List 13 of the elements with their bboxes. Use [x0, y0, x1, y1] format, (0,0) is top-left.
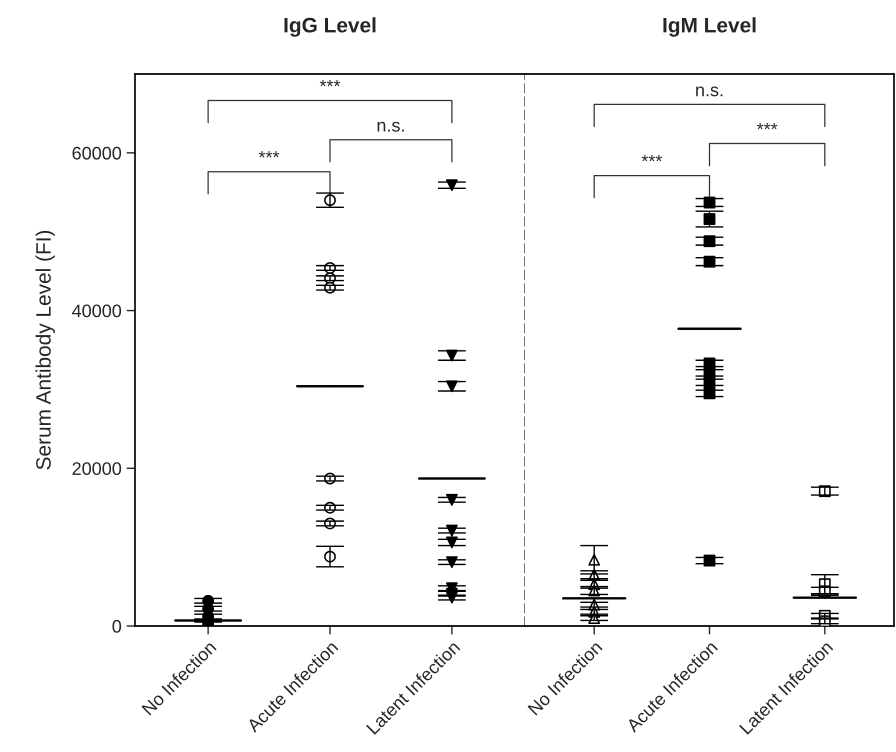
annotation: n.s.	[696, 86, 722, 96]
annotation: n.s.	[378, 122, 404, 132]
annotation: ***	[258, 151, 280, 158]
y-axis-title: Serum Antibody Level (FI)	[36, 230, 55, 470]
y-tick-label: 20000	[72, 462, 122, 476]
annotation: ***	[320, 80, 340, 86]
annotation: ***	[642, 154, 662, 162]
y-tick-label: 0	[112, 620, 122, 633]
y-tick-label: 60000	[72, 146, 122, 160]
chart-title: IgM Level	[663, 17, 756, 37]
y-tick-label: 40000	[72, 304, 122, 318]
annotation: ***	[756, 122, 778, 130]
chart-title: IgG Level	[284, 17, 376, 37]
